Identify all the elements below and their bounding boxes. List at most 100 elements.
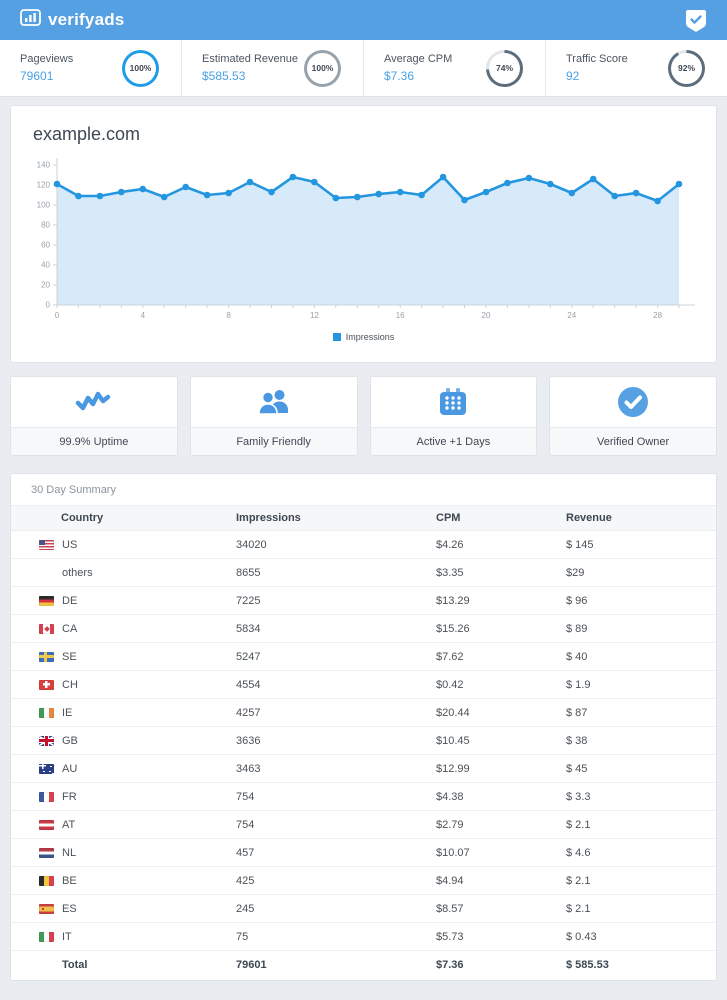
- stat-card: Average CPM $7.36 74%: [364, 40, 546, 96]
- verified-check-icon: [618, 387, 649, 417]
- stat-progress-ring: 100%: [304, 49, 341, 87]
- country-flag-icon: [39, 595, 54, 606]
- stat-percent: 100%: [311, 63, 334, 73]
- cell-revenue: $ 40: [566, 642, 716, 671]
- cell-impressions: 3636: [236, 726, 436, 755]
- feature-label-area: Verified Owner: [550, 428, 716, 455]
- country-flag-icon: [39, 623, 54, 634]
- stat-value: $7.36: [384, 69, 415, 83]
- cell-impressions: 75: [236, 922, 436, 951]
- country-flag-icon: [39, 651, 54, 662]
- svg-text:20: 20: [41, 281, 50, 290]
- cell-impressions: 457: [236, 838, 436, 867]
- table-row: AT 754 $2.79 $ 2.1: [11, 810, 716, 839]
- cell-cpm: $20.44: [436, 698, 566, 727]
- cell-revenue: $ 89: [566, 614, 716, 643]
- table-row: others 8655 $3.35 $29: [11, 558, 716, 587]
- country-code: US: [62, 538, 78, 551]
- svg-text:0: 0: [55, 311, 60, 320]
- summary-title: 30 Day Summary: [31, 484, 116, 496]
- country-code: GB: [62, 734, 78, 747]
- country-flag-icon: [39, 735, 54, 746]
- feature-label-area: 99.9% Uptime: [11, 428, 177, 455]
- cell-revenue: $ 3.3: [566, 782, 716, 811]
- stat-label: Estimated Revenue: [202, 53, 298, 65]
- feature-card: 99.9% Uptime: [10, 376, 178, 456]
- col-header-cpm: CPM: [436, 505, 566, 531]
- table-row: GB 3636 $10.45 $ 38: [11, 726, 716, 755]
- country-summary-table: Country Impressions CPM Revenue US 34020…: [11, 505, 716, 979]
- stat-percent: 74%: [495, 63, 513, 73]
- cell-impressions: 8655: [236, 558, 436, 587]
- feature-label-area: Family Friendly: [190, 428, 357, 455]
- country-code: IT: [62, 930, 72, 943]
- country-code: CA: [62, 622, 78, 635]
- summary-card: 30 Day Summary Country Impressions CPM R…: [10, 473, 717, 981]
- cell-revenue: $ 87: [566, 698, 716, 727]
- stat-label: Pageviews: [20, 53, 74, 65]
- country-flag-icon: [39, 847, 54, 858]
- total-cpm: $7.36: [436, 958, 464, 971]
- cell-impressions: 425: [236, 866, 436, 895]
- cell-cpm: $15.26: [436, 614, 566, 643]
- table-row: US 34020 $4.26 $ 145: [11, 530, 716, 559]
- country-flag-icon: [39, 791, 54, 802]
- svg-text:12: 12: [310, 311, 319, 320]
- site-title: example.com: [33, 124, 141, 144]
- table-total-row: Total 79601 $7.36 $ 585.53: [11, 951, 716, 979]
- svg-text:120: 120: [37, 181, 51, 190]
- svg-text:140: 140: [37, 161, 51, 170]
- country-code: BE: [62, 874, 77, 887]
- stat-texts: Estimated Revenue $585.53: [202, 53, 298, 83]
- feature-icon-area: [190, 377, 357, 428]
- cell-impressions: 754: [236, 810, 436, 839]
- table-row: FR 754 $4.38 $ 3.3: [11, 782, 716, 811]
- stat-percent: 92%: [677, 63, 695, 73]
- cell-cpm: $13.29: [436, 586, 566, 615]
- total-revenue: $ 585.53: [566, 958, 609, 971]
- country-code: DE: [62, 594, 78, 607]
- feature-icon-area: [370, 377, 537, 428]
- country-code: NL: [62, 846, 77, 859]
- cell-impressions: 5834: [236, 614, 436, 643]
- table-row: ES 245 $8.57 $ 2.1: [11, 894, 716, 923]
- cell-impressions: 4257: [236, 698, 436, 727]
- bar-chart-icon: [20, 9, 41, 31]
- table-row: BE 425 $4.94 $ 2.1: [11, 866, 716, 895]
- feature-label-area: Active +1 Days: [370, 428, 537, 455]
- cell-revenue: $ 0.43: [566, 922, 716, 951]
- country-flag-icon: [39, 819, 54, 830]
- stats-bar: Pageviews 79601 100% Estimated Revenue $…: [0, 40, 727, 97]
- svg-text:100: 100: [37, 201, 51, 210]
- table-row: AU 3463 $12.99 $ 45: [11, 754, 716, 783]
- app-title: verifyads: [48, 10, 125, 29]
- svg-text:4: 4: [141, 311, 146, 320]
- country-code: AT: [62, 818, 76, 831]
- stat-progress-ring: 92%: [668, 49, 705, 87]
- cell-revenue: $ 145: [566, 530, 716, 559]
- country-flag-icon: [39, 539, 54, 550]
- cell-cpm: $12.99: [436, 754, 566, 783]
- cell-revenue: $ 1.9: [566, 670, 716, 699]
- stat-texts: Traffic Score 92: [566, 53, 628, 83]
- feature-icon-area: [550, 377, 716, 428]
- verified-shield-icon[interactable]: [685, 8, 707, 32]
- country-code: CH: [62, 678, 78, 691]
- cell-cpm: $4.26: [436, 530, 566, 559]
- cell-revenue: $ 38: [566, 726, 716, 755]
- cell-impressions: 245: [236, 894, 436, 923]
- svg-text:28: 28: [653, 311, 662, 320]
- site-chart-card: example.com 0 20 40 60 80 100 120 140 0 4 8 12 16 20 2…: [10, 105, 717, 363]
- cell-revenue: $ 2.1: [566, 810, 716, 839]
- cell-impressions: 7225: [236, 586, 436, 615]
- stat-card: Estimated Revenue $585.53 100%: [182, 40, 364, 96]
- table-header-row: Country Impressions CPM Revenue: [11, 505, 716, 531]
- chart-legend: Impressions: [21, 327, 706, 347]
- calendar-icon: [440, 388, 467, 415]
- impressions-area-chart: 0 20 40 60 80 100 120 140 0 4 8 12 16 20 24 28: [21, 155, 708, 327]
- app-logo[interactable]: verifyads: [20, 9, 124, 31]
- stat-value: 79601: [20, 69, 54, 83]
- feature-label: Active +1 Days: [416, 435, 491, 448]
- total-label: Total: [62, 958, 88, 971]
